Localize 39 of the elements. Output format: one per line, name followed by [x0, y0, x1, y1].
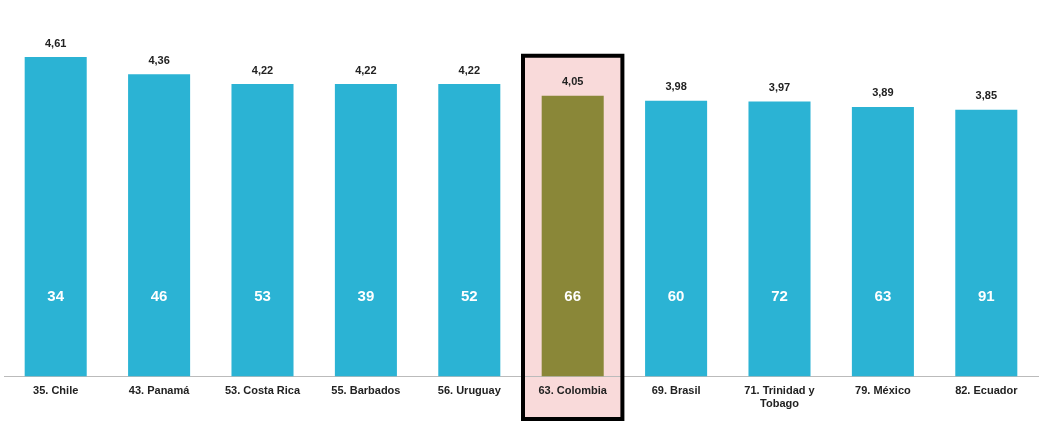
- data-label: 4,22: [251, 63, 274, 76]
- x-tick-label: 56. Uruguay: [437, 384, 502, 397]
- data-label: 3,98: [665, 80, 687, 93]
- bar: [851, 106, 914, 377]
- data-label: 3,97: [768, 80, 791, 93]
- bar: [334, 84, 397, 377]
- data-label: 4,05: [561, 75, 584, 88]
- bar: [24, 57, 87, 377]
- bar: [128, 74, 191, 377]
- x-tick-label: 35. Chile: [33, 384, 79, 397]
- data-label: 4,36: [148, 53, 170, 66]
- x-tick-label: 79. México: [855, 384, 911, 397]
- annotation: 60: [667, 286, 685, 304]
- x-tick-label: 82. Ecuador: [955, 384, 1019, 397]
- data-label: 4,22: [458, 63, 481, 76]
- annotation: 39: [357, 286, 375, 304]
- x-tick-label: 53. Costa Rica: [224, 384, 301, 397]
- annotation: 52: [460, 286, 478, 304]
- bar: [955, 109, 1018, 377]
- x-tick-label: 69. Brasil: [651, 384, 701, 397]
- annotation: 34: [47, 286, 65, 304]
- bar: [645, 100, 708, 377]
- data-label: 4,61: [44, 36, 67, 49]
- annotation: 53: [254, 286, 271, 304]
- bar: [748, 101, 811, 377]
- data-label: 3,85: [975, 89, 998, 102]
- annotation: 66: [564, 286, 582, 304]
- bar: [438, 84, 501, 377]
- x-tick-label: 43. Panamá: [128, 384, 191, 397]
- annotation: 46: [150, 286, 168, 304]
- x-tick-label: 55. Barbados: [331, 384, 401, 397]
- bar: [231, 84, 294, 377]
- annotation: 63: [874, 286, 892, 304]
- annotation: 91: [977, 286, 995, 304]
- data-label: 4,22: [355, 63, 377, 76]
- annotation: 72: [771, 286, 788, 304]
- x-tick-label: 71. Trinidad y Tobago: [744, 384, 816, 410]
- x-tick-label: 63. Colombia: [538, 384, 608, 397]
- data-label: 3,89: [872, 86, 894, 99]
